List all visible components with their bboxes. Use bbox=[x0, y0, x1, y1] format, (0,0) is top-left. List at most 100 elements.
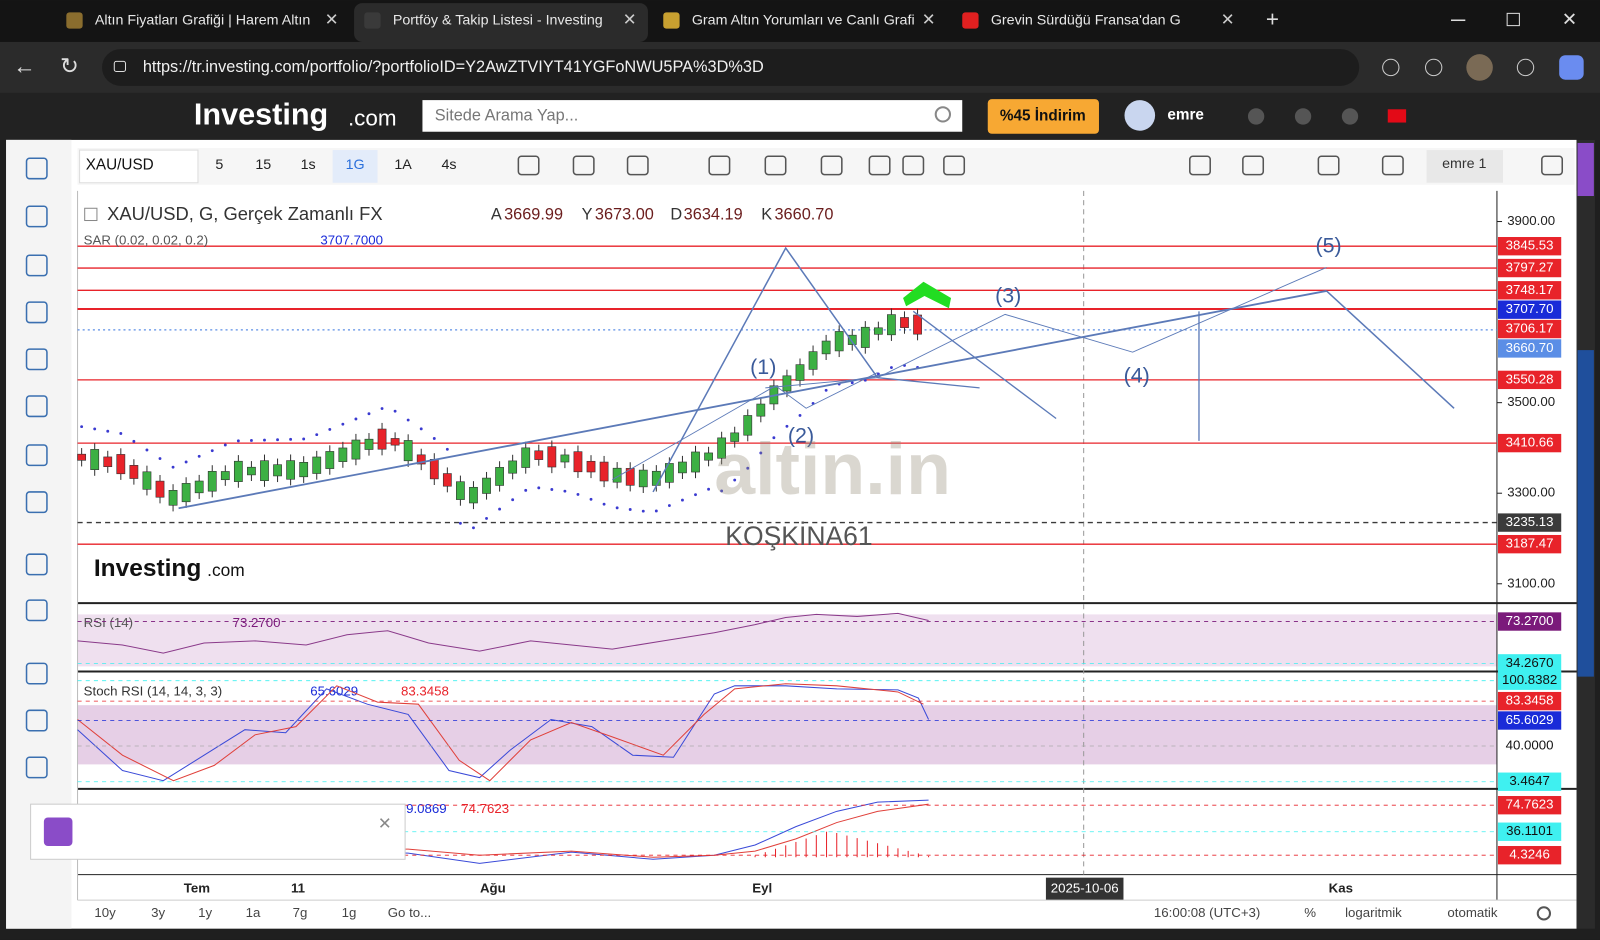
interval[interactable]: 5 bbox=[215, 157, 223, 173]
drawing-tool[interactable] bbox=[25, 395, 48, 418]
header-icon[interactable] bbox=[1341, 108, 1359, 125]
goto-button[interactable]: Go to... bbox=[388, 905, 431, 920]
drawing-tool[interactable] bbox=[25, 491, 48, 514]
toolbar-button[interactable] bbox=[626, 155, 649, 176]
promo-text[interactable]: %45 İndirim bbox=[1000, 107, 1086, 124]
scroll-thumb[interactable] bbox=[1577, 350, 1594, 677]
interval[interactable]: 1G bbox=[346, 157, 365, 173]
scale-option[interactable]: otomatik bbox=[1447, 905, 1497, 920]
range-button[interactable]: 1y bbox=[198, 905, 212, 920]
interval[interactable]: 1s bbox=[301, 157, 316, 173]
user-avatar[interactable] bbox=[1124, 100, 1156, 131]
header-icon[interactable] bbox=[1294, 108, 1312, 125]
drawing-tool[interactable] bbox=[25, 157, 48, 180]
drawing-tool[interactable] bbox=[25, 348, 48, 371]
window-close[interactable]: ✕ bbox=[1562, 8, 1577, 29]
candle-body bbox=[691, 451, 700, 473]
drawing-tool[interactable] bbox=[25, 301, 48, 324]
sar-dot bbox=[876, 372, 880, 376]
tab-close[interactable]: ✕ bbox=[623, 11, 637, 29]
settings-gear[interactable] bbox=[1536, 906, 1552, 921]
tab-title[interactable]: Grevin Sürdüğü Fransa'dan G bbox=[991, 12, 1181, 28]
toolbar-button[interactable] bbox=[517, 155, 540, 176]
candle-body bbox=[612, 467, 622, 483]
toolbar-button[interactable] bbox=[868, 155, 891, 176]
drawing-tool[interactable] bbox=[25, 662, 48, 685]
pane-axis-label: 40.0000 bbox=[1506, 738, 1554, 753]
pane-axis-label: 73.2700 bbox=[1506, 613, 1554, 628]
search-placeholder[interactable]: Sitede Arama Yap... bbox=[435, 107, 579, 125]
layout-box[interactable] bbox=[1426, 150, 1504, 183]
toolbar-button[interactable] bbox=[1189, 155, 1211, 176]
tab-title[interactable]: Altın Fiyatları Grafiği | Harem Altın bbox=[95, 12, 310, 28]
interval[interactable]: 15 bbox=[255, 157, 271, 173]
browser-icon[interactable] bbox=[1425, 58, 1443, 77]
layout-name[interactable]: emre 1 bbox=[1442, 156, 1486, 172]
tab-close[interactable]: ✕ bbox=[922, 11, 936, 29]
new-tab[interactable]: + bbox=[1266, 6, 1279, 31]
user-name[interactable]: emre bbox=[1167, 106, 1204, 123]
drawing-tool[interactable] bbox=[25, 254, 48, 277]
range-button[interactable]: 1a bbox=[246, 905, 261, 920]
tab-title[interactable]: Portföy & Takip Listesi - Investing bbox=[393, 12, 603, 28]
url[interactable]: https://tr.investing.com/portfolio/?port… bbox=[143, 58, 764, 76]
range-button[interactable]: 1g bbox=[342, 905, 357, 920]
range-button[interactable]: 10y bbox=[94, 905, 116, 920]
copilot[interactable] bbox=[1559, 55, 1584, 80]
popup[interactable] bbox=[30, 803, 406, 860]
toolbar-button[interactable] bbox=[1541, 155, 1564, 176]
crosshair-date: 2025-10-06 bbox=[1051, 880, 1119, 895]
toolbar-button[interactable] bbox=[1317, 155, 1340, 176]
promo-button[interactable] bbox=[987, 99, 1099, 134]
tab-icon bbox=[962, 12, 979, 29]
interval[interactable]: 1A bbox=[394, 157, 412, 173]
drawing-tool[interactable] bbox=[25, 444, 48, 467]
search-box[interactable] bbox=[422, 100, 963, 132]
profile-avatar[interactable] bbox=[1466, 54, 1493, 81]
scale-option[interactable]: logaritmik bbox=[1345, 905, 1402, 920]
header-icon[interactable] bbox=[1247, 108, 1265, 125]
tab-close[interactable]: ✕ bbox=[325, 11, 339, 29]
tab-title[interactable]: Gram Altın Yorumları ve Canlı Grafi bbox=[692, 12, 915, 28]
symbol-box[interactable] bbox=[79, 149, 199, 184]
sar-dot bbox=[498, 507, 502, 511]
toolbar-button[interactable] bbox=[902, 155, 925, 176]
browser-icon[interactable] bbox=[1516, 58, 1535, 77]
drawing-tool[interactable] bbox=[25, 205, 48, 228]
chart-logo: Investing bbox=[94, 555, 201, 582]
drawing-tool[interactable] bbox=[25, 709, 48, 732]
drawing-tool[interactable] bbox=[25, 553, 48, 576]
reload-button[interactable]: ↻ bbox=[60, 53, 79, 78]
browser-icon[interactable] bbox=[1382, 58, 1400, 77]
address-field[interactable] bbox=[102, 49, 1360, 86]
wave-label: (3) bbox=[995, 284, 1021, 308]
interval[interactable]: 4s bbox=[441, 157, 456, 173]
pane-tag bbox=[1497, 711, 1562, 730]
range-button[interactable]: 7g bbox=[293, 905, 308, 920]
time-label: Eyl bbox=[752, 880, 772, 895]
drawing-tool[interactable] bbox=[25, 756, 48, 779]
scale-option[interactable]: % bbox=[1304, 905, 1316, 920]
toolbar-button[interactable] bbox=[708, 155, 731, 176]
wave-label: (2) bbox=[788, 423, 814, 447]
toolbar-button[interactable] bbox=[820, 155, 843, 176]
toolbar-button[interactable] bbox=[1381, 155, 1404, 176]
candle-body bbox=[220, 471, 230, 481]
drawing-tool[interactable] bbox=[25, 599, 48, 622]
tab-close[interactable]: ✕ bbox=[1221, 11, 1235, 29]
window-min[interactable] bbox=[1451, 19, 1466, 22]
toolbar-button[interactable] bbox=[943, 155, 966, 176]
back-button[interactable]: ← bbox=[13, 53, 35, 78]
candle-body bbox=[416, 454, 426, 465]
sar-dot bbox=[628, 508, 632, 511]
window-max[interactable] bbox=[1506, 12, 1520, 27]
symbol[interactable]: XAU/USD bbox=[86, 156, 154, 173]
toolbar-button[interactable] bbox=[764, 155, 787, 176]
toolbar-button[interactable] bbox=[1242, 155, 1265, 176]
toolbar-button[interactable] bbox=[572, 155, 595, 176]
sar-dot bbox=[419, 427, 423, 431]
range-button[interactable]: 3y bbox=[151, 905, 165, 920]
candle-body bbox=[429, 459, 439, 480]
popup-close[interactable]: ✕ bbox=[378, 815, 392, 833]
active-tab[interactable] bbox=[354, 3, 648, 42]
